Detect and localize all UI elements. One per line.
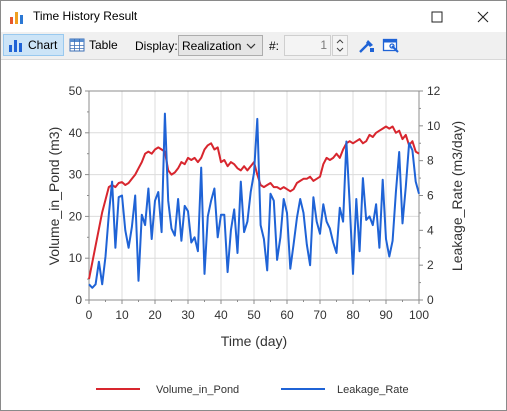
series-line-leakage-rate <box>88 112 420 289</box>
title-bar: Time History Result <box>1 1 506 32</box>
x-tick-label: 40 <box>214 308 228 322</box>
x-tick-label: 30 <box>181 308 195 322</box>
bar-chart-icon <box>9 40 22 52</box>
x-tick-label: 20 <box>148 308 162 322</box>
legend-label-volume: Volume_in_Pond <box>156 384 239 396</box>
display-select[interactable]: Realization <box>178 35 263 56</box>
left-tick-label: 20 <box>69 209 83 223</box>
right-tick-label: 4 <box>427 223 434 237</box>
display-select-value: Realization <box>182 38 242 53</box>
chart-properties-icon[interactable] <box>358 38 376 54</box>
left-y-axis-label: Volume_in_Pond (m3) <box>46 127 62 266</box>
right-tick-label: 12 <box>427 84 441 98</box>
left-tick-label: 40 <box>69 126 83 140</box>
x-axis-label: Time (day) <box>221 333 287 349</box>
close-button[interactable] <box>460 1 506 32</box>
stepper-arrows-icon <box>336 39 344 52</box>
right-tick-label: 0 <box>427 293 434 307</box>
legend: Volume_in_Pond Leakage_Rate <box>96 384 409 396</box>
realization-number-label: #: <box>269 39 280 53</box>
close-icon <box>477 11 489 22</box>
bottom-axis: 0 10 20 30 40 50 60 70 80 90 100 <box>86 300 429 322</box>
right-y-axis-label: Leakage_Rate (m3/day) <box>449 121 465 271</box>
realization-number-input[interactable]: 1 <box>284 35 331 56</box>
x-tick-label: 50 <box>247 308 261 322</box>
x-tick-label: 60 <box>280 308 294 322</box>
left-tick-label: 0 <box>75 293 82 307</box>
window-settings-icon[interactable] <box>382 38 400 54</box>
series-layer <box>88 112 420 289</box>
x-tick-label: 100 <box>409 308 429 322</box>
right-tick-label: 6 <box>427 189 434 203</box>
x-tick-label: 80 <box>346 308 360 322</box>
toolbar: Chart Table Display: Realization #: 1 <box>1 32 506 60</box>
chart-view-button[interactable]: Chart <box>3 34 64 56</box>
maximize-icon <box>431 11 443 22</box>
left-tick-label: 30 <box>69 168 83 182</box>
left-tick-label: 10 <box>69 251 83 265</box>
left-tick-label: 50 <box>69 84 83 98</box>
chart-app-icon <box>10 12 23 24</box>
right-axis: 0 2 4 6 8 10 12 <box>419 84 441 307</box>
chevron-down-icon <box>246 43 256 49</box>
time-history-chart: 0 10 20 30 40 50 0 2 4 6 8 10 12 0 10 20 30 40 50 60 70 80 9… <box>46 84 465 396</box>
x-tick-label: 70 <box>313 308 327 322</box>
table-view-label: Table <box>89 38 118 52</box>
right-tick-label: 2 <box>427 258 434 272</box>
x-tick-label: 10 <box>115 308 129 322</box>
window-title: Time History Result <box>33 9 138 23</box>
right-tick-label: 8 <box>427 154 434 168</box>
realization-stepper[interactable] <box>332 35 348 56</box>
chart-view-label: Chart <box>28 38 58 52</box>
display-label: Display: <box>135 39 178 53</box>
x-tick-label: 90 <box>379 308 393 322</box>
maximize-button[interactable] <box>414 1 460 32</box>
x-tick-label: 0 <box>86 308 93 322</box>
table-icon <box>69 38 85 52</box>
right-tick-label: 10 <box>427 119 441 133</box>
legend-label-leakage: Leakage_Rate <box>337 384 409 396</box>
table-view-button[interactable]: Table <box>67 34 123 56</box>
left-axis: 0 10 20 30 40 50 <box>69 84 89 307</box>
